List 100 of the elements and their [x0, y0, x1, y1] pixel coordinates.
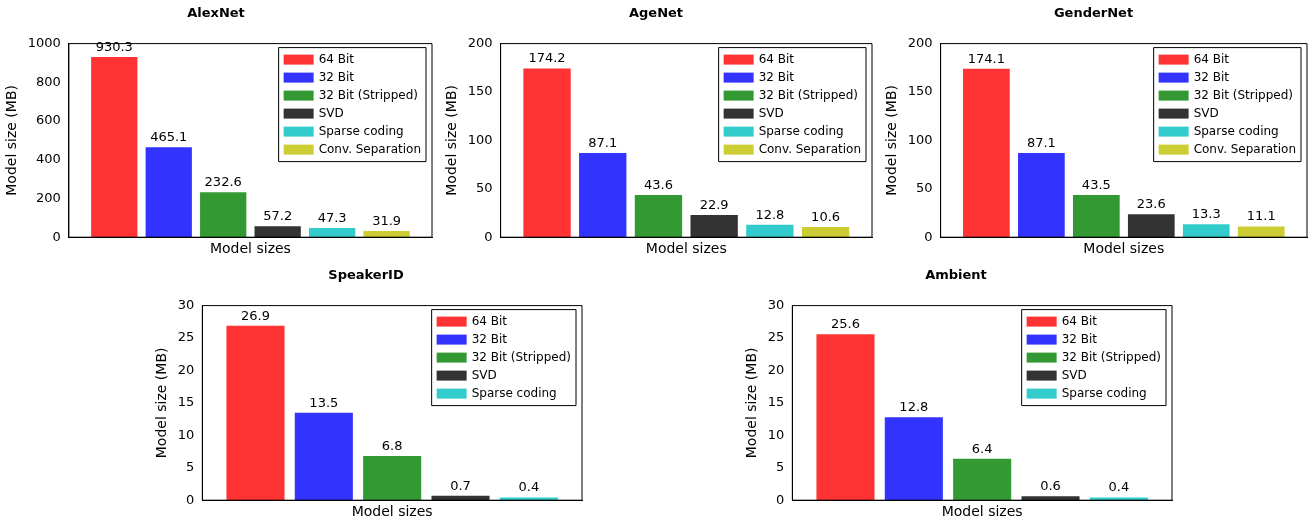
- legend-label: SVD: [1061, 367, 1087, 382]
- y-tick-label: 800: [36, 73, 61, 89]
- legend-label: 64 Bit: [758, 51, 795, 66]
- bar: [226, 325, 285, 501]
- y-tick-label: 150: [467, 83, 493, 99]
- data-label: 174.1: [967, 50, 1006, 66]
- y-tick-label: 15: [767, 394, 785, 410]
- y-tick-label: 600: [36, 112, 61, 128]
- bar: [1072, 195, 1120, 238]
- data-label: 23.6: [1136, 196, 1166, 212]
- bar: [953, 458, 1012, 501]
- data-label: 43.5: [1081, 176, 1111, 192]
- bar: [254, 226, 301, 238]
- legend-label: Conv. Separation: [1193, 141, 1297, 156]
- legend-label: SVD: [758, 105, 784, 120]
- legend-label: 32 Bit (Stripped): [318, 87, 418, 102]
- chart-title: Ambient: [925, 267, 987, 283]
- data-label: 232.6: [204, 174, 242, 190]
- data-label: 13.3: [1191, 206, 1221, 222]
- bar: [1182, 224, 1230, 238]
- data-label: 0.4: [1108, 479, 1130, 495]
- data-label: 22.9: [699, 196, 729, 212]
- y-tick-label: 10: [767, 426, 785, 442]
- legend-label: 64 Bit: [1193, 51, 1230, 66]
- y-axis-title: Model size (MB): [443, 85, 460, 196]
- legend-label: 32 Bit: [471, 331, 508, 346]
- bar: [690, 215, 738, 238]
- legend-label: Sparse coding: [471, 385, 557, 400]
- data-label: 43.6: [643, 176, 673, 192]
- data-label: 0.7: [450, 477, 471, 493]
- data-label: 26.9: [241, 307, 270, 323]
- legend-label: 64 Bit: [471, 313, 508, 328]
- legend-label: SVD: [318, 105, 344, 120]
- y-tick-label: 200: [907, 34, 933, 50]
- legend-label: SVD: [471, 367, 497, 382]
- legend-label: Sparse coding: [1193, 123, 1279, 138]
- legend-label: Conv. Separation: [318, 141, 422, 156]
- bar: [884, 417, 943, 501]
- y-axis-title: Model size (MB): [153, 347, 170, 459]
- y-tick-label: 20: [767, 361, 785, 377]
- legend-label: Conv. Separation: [758, 141, 862, 156]
- x-axis-title: Model sizes: [351, 503, 433, 520]
- bar: [308, 228, 356, 238]
- bar: [1018, 152, 1065, 238]
- y-tick-label: 0: [484, 228, 493, 244]
- y-tick-label: 0: [776, 491, 785, 507]
- legend-label: Sparse coding: [318, 123, 404, 138]
- legend-label: 32 Bit: [1193, 69, 1230, 84]
- y-tick-label: 200: [36, 189, 61, 205]
- chart-title: GenderNet: [1053, 5, 1134, 21]
- y-tick-label: 10: [177, 426, 195, 442]
- bar: [801, 226, 850, 238]
- legend-label: 32 Bit: [1061, 331, 1098, 346]
- legend-label: Sparse coding: [758, 123, 844, 138]
- y-tick-label: 50: [916, 180, 933, 196]
- bar: [363, 231, 410, 238]
- y-axis-title: Model size (MB): [743, 347, 760, 459]
- y-tick-label: 30: [177, 296, 195, 312]
- legend-label: 32 Bit (Stripped): [1061, 349, 1161, 364]
- y-tick-label: 0: [52, 228, 61, 244]
- y-tick-label: 200: [467, 34, 493, 50]
- x-axis-title: Model sizes: [941, 503, 1023, 520]
- bar: [363, 456, 422, 501]
- data-label: 57.2: [263, 208, 293, 223]
- chart-title: SpeakerID: [328, 267, 404, 283]
- bar: [91, 57, 138, 238]
- legend-label: 32 Bit (Stripped): [471, 349, 571, 364]
- chart-title: AlexNet: [187, 5, 245, 21]
- y-axis-title: Model size (MB): [3, 85, 20, 196]
- legend-label: 64 Bit: [318, 51, 355, 66]
- y-tick-label: 400: [36, 151, 61, 167]
- legend-label: 64 Bit: [1061, 313, 1098, 328]
- data-label: 174.2: [528, 50, 566, 66]
- data-label: 10.6: [811, 208, 841, 224]
- y-tick-label: 100: [467, 131, 493, 147]
- data-label: 6.4: [971, 440, 993, 456]
- data-label: 47.3: [317, 209, 347, 225]
- bar: [294, 412, 353, 501]
- data-label: 31.9: [372, 212, 402, 228]
- data-label: 13.5: [309, 394, 339, 410]
- data-label: 12.8: [755, 206, 785, 222]
- y-tick-label: 0: [924, 228, 933, 244]
- bar: [523, 68, 571, 238]
- legend-label: 32 Bit (Stripped): [1193, 87, 1293, 102]
- y-tick-label: 100: [907, 131, 933, 147]
- bar: [746, 224, 794, 238]
- y-axis-title: Model size (MB): [883, 85, 900, 196]
- x-axis-title: Model sizes: [645, 240, 727, 257]
- y-tick-label: 15: [177, 394, 195, 410]
- bar: [579, 152, 627, 238]
- data-label: 11.1: [1246, 208, 1276, 224]
- legend-label: Sparse coding: [1061, 385, 1147, 400]
- data-label: 87.1: [1026, 134, 1056, 150]
- bar: [963, 68, 1010, 238]
- legend-label: 32 Bit: [318, 69, 355, 84]
- bar: [816, 334, 875, 501]
- legend-label: 32 Bit: [758, 69, 795, 84]
- data-label: 6.8: [381, 437, 403, 453]
- data-label: 0.4: [518, 479, 540, 495]
- y-tick-label: 150: [907, 83, 933, 99]
